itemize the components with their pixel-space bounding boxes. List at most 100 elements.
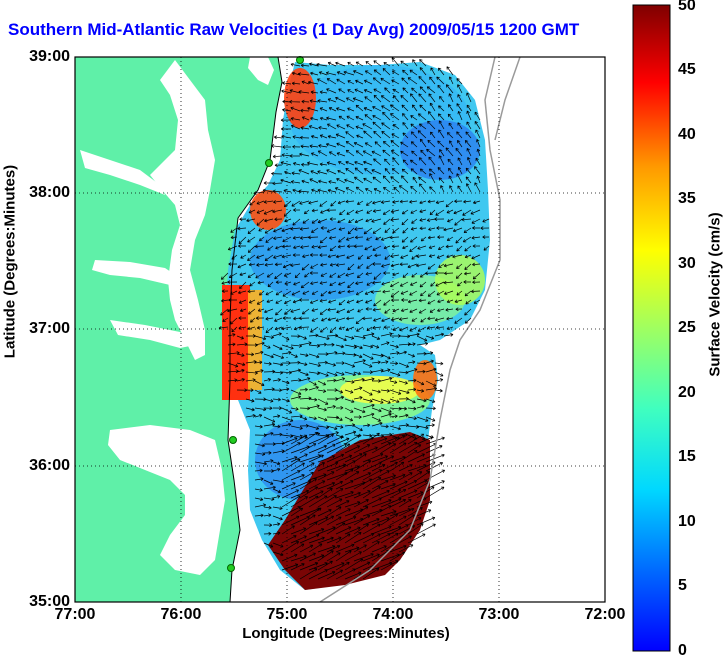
velocity-arrow [380, 474, 396, 481]
velocity-arrow [365, 61, 373, 67]
velocity-arrow [407, 299, 418, 304]
velocity-arrow [281, 553, 298, 562]
velocity-arrow [292, 253, 301, 257]
velocity-arrow [371, 437, 388, 445]
velocity-arrow [344, 423, 356, 427]
velocity-arrow [401, 175, 409, 184]
velocity-arrow [317, 78, 328, 85]
velocity-arrow [290, 116, 301, 121]
velocity-arrow [326, 78, 337, 85]
velocity-arrow [457, 110, 463, 121]
velocity-arrow [429, 186, 436, 193]
velocity-arrow [438, 67, 445, 76]
velocity-arrow [389, 544, 407, 553]
velocity-arrow [239, 281, 247, 289]
velocity-arrow [308, 543, 323, 553]
velocity-arrow [401, 218, 409, 226]
velocity-arrow [317, 342, 327, 347]
velocity-arrow [227, 342, 236, 347]
velocity-arrow [256, 218, 265, 226]
velocity-arrow [310, 134, 319, 139]
velocity-arrow [292, 299, 301, 304]
velocity-arrow [472, 280, 481, 285]
velocity-arrow [425, 335, 435, 340]
velocity-arrow [407, 387, 417, 392]
velocity-arrow [275, 280, 283, 285]
velocity-arrow [281, 350, 292, 355]
velocity-arrow [353, 553, 374, 562]
velocity-arrow [301, 116, 310, 121]
velocity-arrow [308, 353, 320, 359]
velocity-arrow [308, 454, 324, 463]
velocity-arrow [382, 149, 391, 157]
velocity-arrow [430, 67, 436, 76]
colorbar-tick-label: 40 [678, 126, 696, 143]
velocity-arrow [299, 544, 314, 553]
velocity-arrow [398, 350, 407, 355]
velocity-arrow [318, 179, 328, 184]
velocity-arrow [425, 480, 445, 490]
velocity-arrow [362, 433, 373, 438]
velocity-arrow [475, 129, 481, 139]
velocity-arrow [384, 158, 391, 166]
velocity-arrow [346, 115, 355, 121]
velocity-arrow [389, 235, 400, 240]
velocity-arrow [231, 326, 238, 333]
velocity-arrow [389, 515, 407, 526]
velocity-arrow [299, 236, 310, 240]
velocity-arrow [281, 422, 292, 427]
velocity-arrow [474, 121, 481, 130]
velocity-arrow [282, 236, 292, 243]
velocity-arrow [245, 407, 255, 412]
velocity-arrow [301, 308, 310, 315]
velocity-arrow [426, 148, 436, 157]
velocity-arrow [254, 503, 267, 508]
velocity-arrow [344, 178, 355, 184]
velocity-arrow [273, 254, 283, 259]
velocity-arrow [438, 263, 445, 268]
velocity-arrow [411, 254, 418, 260]
velocity-arrow [344, 398, 355, 404]
velocity-arrow [336, 78, 346, 85]
velocity-arrow [299, 377, 311, 382]
velocity-arrow [254, 341, 265, 346]
velocity-arrow [411, 218, 418, 224]
velocity-arrow [371, 480, 389, 490]
velocity-arrow [346, 308, 355, 314]
velocity-arrow [299, 387, 308, 392]
velocity-arrow [382, 175, 391, 184]
velocity-arrow [364, 168, 373, 175]
velocity-arrow [445, 147, 454, 157]
velocity-arrow [425, 445, 443, 454]
velocity-arrow [427, 290, 436, 297]
velocity-arrow [398, 389, 410, 395]
velocity-arrow [353, 359, 366, 364]
x-tick-label: 77:00 [54, 606, 96, 623]
velocity-arrow [275, 245, 283, 250]
velocity-arrow [389, 414, 398, 419]
velocity-arrow [381, 317, 391, 323]
velocity-arrow [463, 199, 472, 204]
velocity-arrow [257, 308, 265, 312]
velocity-arrow [281, 442, 301, 454]
velocity-arrow [263, 497, 275, 501]
velocity-arrow [290, 308, 301, 313]
velocity-arrow [371, 545, 387, 553]
velocity-arrow [275, 290, 283, 296]
velocity-arrow [344, 407, 354, 413]
velocity-arrow [328, 151, 337, 157]
velocity-arrow [355, 281, 364, 285]
velocity-arrow [299, 152, 310, 157]
velocity-arrow [301, 80, 310, 85]
velocity-arrow [427, 316, 436, 321]
velocity-arrow [412, 176, 418, 184]
velocity-arrow [325, 142, 337, 148]
velocity-arrow [308, 536, 325, 544]
velocity-arrow [283, 200, 292, 208]
velocity-arrow [329, 245, 337, 252]
velocity-arrow [298, 189, 310, 194]
velocity-arrow [466, 183, 472, 193]
velocity-arrow [381, 281, 391, 286]
velocity-arrow [371, 218, 382, 223]
velocity-arrow [272, 522, 281, 526]
